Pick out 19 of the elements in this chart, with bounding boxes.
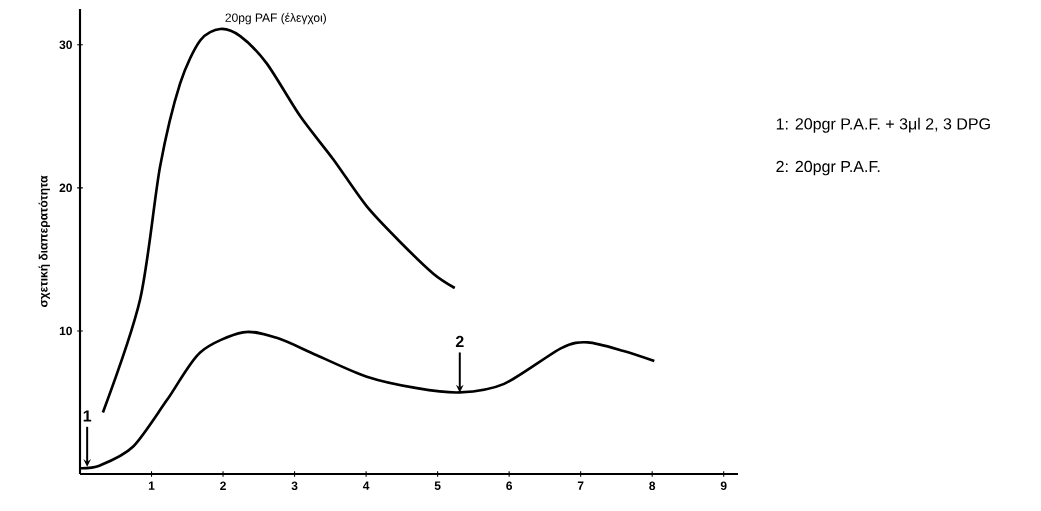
series-label: 20pg PAF (έλεγχοι) [225, 12, 326, 25]
y-tick-label: 10 [59, 326, 72, 336]
x-tick-label: 2 [220, 481, 226, 490]
text: 1: 20pgr P.A.F. + 3μl 2, 3 DPG [776, 117, 990, 133]
y-tick-label: 30 [59, 40, 72, 50]
line-series [101, 27, 457, 414]
x-tick-label: 9 [720, 481, 727, 491]
x-tick-label: 6 [506, 481, 513, 491]
annotation: 2 [455, 335, 464, 347]
y-axis-title: σχετική διαπερατότητα [38, 175, 50, 308]
text: 2: 20pgr P.A.F. [776, 160, 880, 176]
x-tick-label: 5 [434, 481, 441, 490]
x-tick-label: 4 [362, 481, 370, 490]
x-tick-label: 8 [649, 481, 656, 491]
annotation: 1 [83, 410, 92, 422]
x-tick-label: 3 [291, 481, 298, 491]
x-tick-label: 7 [577, 481, 584, 490]
x-tick-label: 1 [148, 481, 155, 490]
y-tick-label: 20 [59, 183, 72, 193]
